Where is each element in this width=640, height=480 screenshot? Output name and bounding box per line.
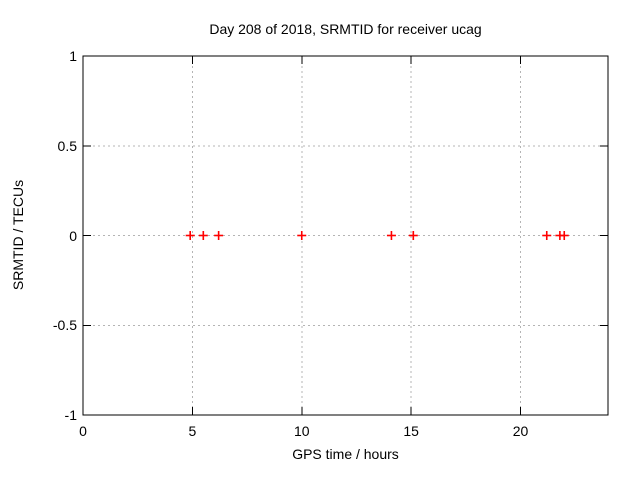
y-tick-label: 0.5 [57,137,77,154]
x-tick-label: 5 [188,423,197,439]
y-tick-label: -1 [64,407,77,423]
chart-title: Day 208 of 2018, SRMTID for receiver uca… [209,21,482,37]
y-tick-label: 0 [69,227,77,244]
x-tick-label: 20 [512,423,529,439]
x-axis-label: GPS time / hours [292,446,399,462]
x-tick-label: 10 [293,423,310,439]
plot-frame [82,55,609,416]
x-tick-label: 0 [79,423,87,439]
x-tick-label: 15 [403,423,419,439]
y-tick-label: 1 [69,48,77,64]
y-tick-label: -0.5 [52,317,77,334]
